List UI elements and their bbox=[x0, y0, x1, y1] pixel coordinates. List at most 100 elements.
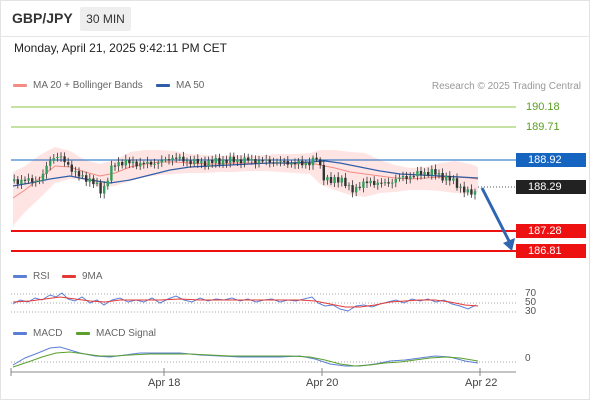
candle-body bbox=[344, 177, 347, 187]
candle-body bbox=[13, 179, 16, 181]
r2-value: 190.18 bbox=[526, 101, 560, 113]
candle-body bbox=[124, 159, 127, 166]
legend-ma20-label: MA 20 + Bollinger Bands bbox=[33, 80, 143, 91]
candle-body bbox=[113, 165, 117, 167]
candle-body bbox=[416, 170, 419, 177]
candle-body bbox=[103, 186, 106, 194]
rsi-ma-line bbox=[12, 296, 479, 308]
candle-body bbox=[214, 158, 217, 164]
candle-body bbox=[311, 157, 315, 166]
candle-body bbox=[88, 178, 91, 182]
candle-body bbox=[427, 172, 430, 176]
candle-body bbox=[164, 159, 167, 161]
ma20-line bbox=[12, 161, 479, 199]
candle-body bbox=[23, 179, 27, 181]
macd-signal-line bbox=[12, 351, 479, 368]
macd-swatch bbox=[13, 332, 27, 335]
legend-ma50: MA 50 bbox=[156, 80, 204, 91]
candle-body bbox=[52, 158, 55, 161]
candle-body bbox=[409, 176, 412, 180]
candle-body bbox=[77, 171, 81, 177]
candle-body bbox=[441, 172, 444, 181]
r1-value: 189.71 bbox=[526, 121, 560, 133]
candle-body bbox=[45, 165, 48, 174]
candle-body bbox=[394, 178, 397, 183]
r1-label: 189.71 bbox=[516, 120, 560, 134]
candle-body bbox=[355, 186, 358, 193]
candle-body bbox=[473, 191, 477, 195]
legend-macd-signal-label: MACD Signal bbox=[96, 328, 157, 339]
candle-body bbox=[99, 182, 102, 194]
copyright: Research © 2025 Trading Central bbox=[431, 81, 581, 92]
candle-body bbox=[401, 176, 405, 178]
candle-body bbox=[49, 160, 52, 166]
rsi-line bbox=[12, 292, 477, 312]
candle-body bbox=[452, 178, 455, 181]
candle-body bbox=[171, 157, 174, 161]
candle-body bbox=[128, 159, 131, 164]
rsi-ma-swatch bbox=[62, 275, 76, 278]
candle-body bbox=[160, 160, 163, 163]
candle-body bbox=[106, 180, 109, 187]
candle-body bbox=[221, 159, 225, 165]
candle-body bbox=[207, 160, 210, 167]
candle-body bbox=[225, 159, 228, 163]
timeframe-tab[interactable]: 30 MIN bbox=[80, 7, 131, 31]
candle-body bbox=[383, 182, 387, 184]
candle-body bbox=[315, 157, 318, 160]
candle-body bbox=[459, 186, 462, 188]
s2-value: 186.81 bbox=[528, 245, 562, 257]
candle-body bbox=[167, 159, 171, 161]
candle-body bbox=[337, 177, 340, 183]
candle-body bbox=[243, 157, 246, 164]
ma50-swatch bbox=[156, 84, 170, 87]
x-label-apr18: Apr 18 bbox=[148, 377, 181, 389]
candle-body bbox=[203, 161, 207, 167]
candle-body bbox=[308, 162, 311, 166]
candle-body bbox=[261, 160, 264, 162]
candle-body bbox=[257, 160, 261, 164]
candle-body bbox=[275, 161, 279, 163]
candle-body bbox=[297, 160, 300, 165]
candle-body bbox=[470, 189, 473, 195]
x-label-apr22: Apr 22 bbox=[465, 377, 498, 389]
candle-body bbox=[16, 179, 19, 185]
candle-body bbox=[121, 161, 124, 166]
candle-body bbox=[283, 160, 286, 162]
candle-body bbox=[135, 161, 138, 167]
candle-body bbox=[272, 162, 275, 164]
rsi-level-50: 50 bbox=[525, 297, 537, 308]
candle-body bbox=[178, 156, 181, 159]
rsi-level-30: 30 bbox=[525, 306, 537, 317]
s1-value: 187.28 bbox=[528, 225, 562, 237]
candle-body bbox=[304, 162, 307, 166]
candle-body bbox=[333, 177, 336, 184]
candle-body bbox=[189, 160, 192, 165]
legend-macd: MACD bbox=[13, 328, 62, 339]
candle-body bbox=[70, 164, 73, 172]
candle-body bbox=[445, 175, 448, 181]
candle-body bbox=[326, 177, 329, 181]
symbol-title: GBP/JPY bbox=[12, 10, 73, 26]
macd-zero-label: 0 bbox=[525, 353, 531, 364]
candle-body bbox=[117, 161, 120, 167]
r2-label: 190.18 bbox=[516, 100, 560, 114]
candle-body bbox=[56, 156, 59, 159]
candle-body bbox=[448, 175, 451, 181]
candle-body bbox=[175, 157, 178, 159]
candle-body bbox=[387, 182, 390, 184]
candle-body bbox=[434, 169, 437, 175]
last-price-label-tip bbox=[516, 180, 523, 194]
candle-body bbox=[279, 160, 282, 162]
candle-body bbox=[340, 177, 343, 183]
candle-body bbox=[293, 163, 297, 165]
candle-body bbox=[185, 160, 189, 162]
candle-body bbox=[268, 159, 271, 163]
candle-body bbox=[27, 178, 30, 181]
candle-body bbox=[247, 157, 250, 161]
forecast-arrow-head bbox=[503, 238, 515, 251]
forecast-arrow bbox=[480, 187, 511, 242]
s1-label: 187.28 bbox=[516, 224, 586, 238]
candle-body bbox=[193, 158, 196, 165]
